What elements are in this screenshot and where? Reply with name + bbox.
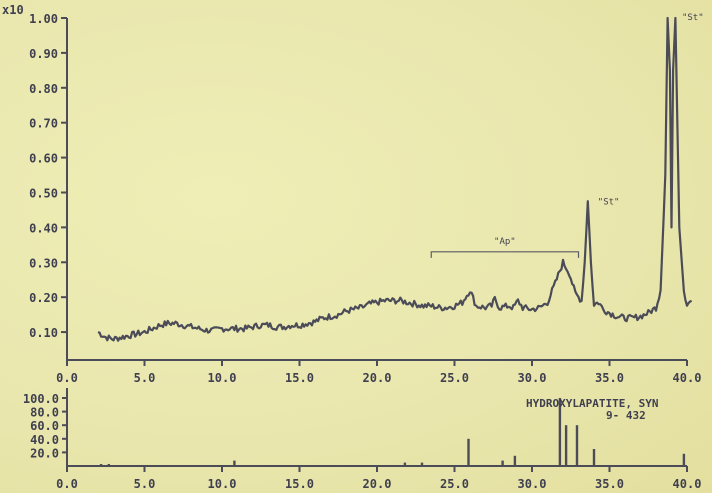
y-tick-label: 0.30 <box>29 256 58 270</box>
y-tick-label: 0.80 <box>29 82 58 96</box>
x-tick-label: 40.0 <box>673 477 702 491</box>
y-tick-label: 0.40 <box>29 221 58 235</box>
reference-bar <box>420 462 424 466</box>
x-tick-label: 5.0 <box>134 371 156 385</box>
reference-bar <box>513 455 517 466</box>
x-tick-label: 15.0 <box>285 371 314 385</box>
x-tick-label: 35.0 <box>595 477 624 491</box>
y-tick-label: 0.10 <box>29 326 58 340</box>
x-tick-label: 30.0 <box>518 371 547 385</box>
x-tick-label: 25.0 <box>440 477 469 491</box>
x-tick-label: 10.0 <box>208 477 237 491</box>
reference-bar <box>403 462 407 466</box>
x-tick-label: 30.0 <box>518 477 547 491</box>
x-tick-label: 10.0 <box>208 371 237 385</box>
x-tick-label: 0.0 <box>56 371 78 385</box>
reference-bar <box>467 438 470 466</box>
x-tick-label: 20.0 <box>363 371 392 385</box>
reference-bar <box>107 464 110 466</box>
y-tick-label: 80.0 <box>30 406 59 420</box>
x-tick-label: 35.0 <box>595 371 624 385</box>
reference-bar <box>575 425 579 466</box>
y-tick-label: 20.0 <box>30 446 59 460</box>
reference-legend-line1: HYDROXYLAPATITE, SYN <box>526 397 658 410</box>
series-line <box>97 16 693 342</box>
diffraction-pattern-panel: x10 0.10 0.20 0.30 0.40 0.50 0.60 0.70 0.80 0.90… <box>2 3 704 385</box>
ap-label: "Ap" <box>494 237 516 247</box>
x-tick-label: 25.0 <box>440 371 469 385</box>
y-tick-label: 0.60 <box>29 152 58 166</box>
reference-bar <box>682 453 686 466</box>
y-tick-label: 40.0 <box>30 433 59 447</box>
y-tick-label: 100.0 <box>23 392 59 406</box>
y-tick-label: 0.70 <box>29 117 58 131</box>
y-tick-label: 60.0 <box>30 419 59 433</box>
reference-bar <box>501 460 504 466</box>
reference-bar <box>564 425 568 466</box>
ap-bracket <box>430 251 580 258</box>
y-tick-label: 0.20 <box>29 291 58 305</box>
y-tick-label: 0.50 <box>29 186 58 200</box>
y-multiplier-label: x10 <box>2 3 24 17</box>
x-tick-label: 5.0 <box>134 477 156 491</box>
x-tick-label: 0.0 <box>56 477 78 491</box>
x-tick-label: 20.0 <box>363 477 392 491</box>
reference-bar <box>558 398 562 466</box>
reference-bar <box>592 449 596 466</box>
reference-legend-line2: 9- 432 <box>606 409 646 422</box>
reference-bar <box>99 464 103 466</box>
st-peak-label: "St" <box>598 198 620 208</box>
y-tick-label: 1.00 <box>29 12 58 26</box>
x-tick-label: 15.0 <box>285 477 314 491</box>
reference-bar <box>233 460 236 466</box>
y-tick-label: 0.90 <box>29 47 58 61</box>
st-peak-label: "St" <box>682 13 704 23</box>
x-tick-label: 40.0 <box>673 371 702 385</box>
